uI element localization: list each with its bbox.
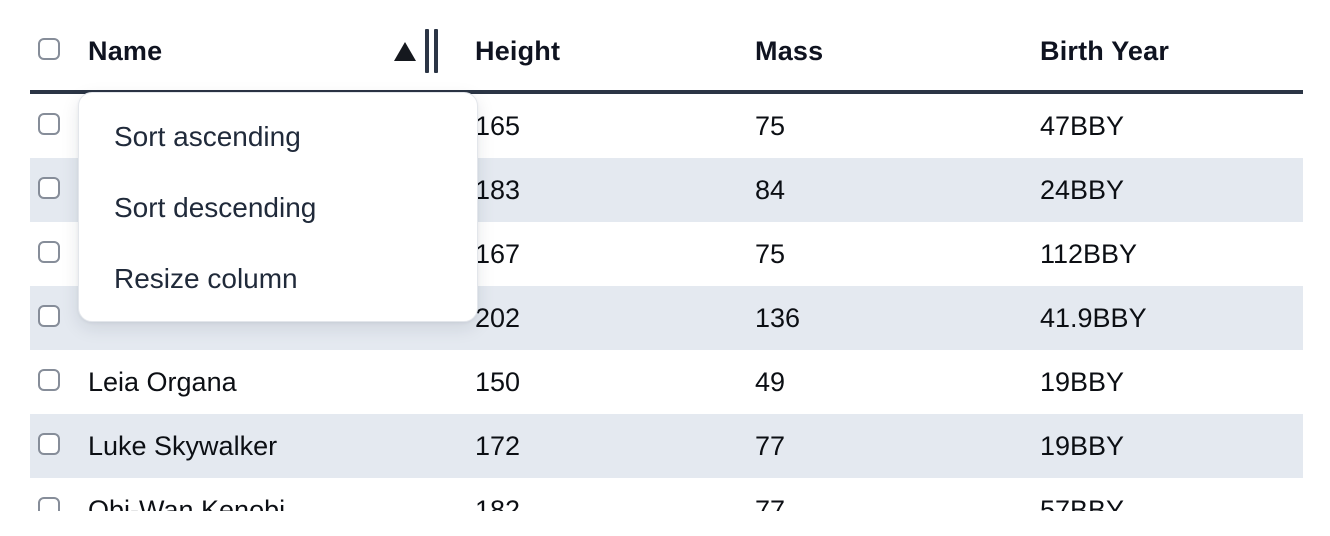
cell-mass: 77 bbox=[755, 494, 786, 512]
cell-name: Luke Skywalker bbox=[88, 430, 278, 461]
row-checkbox[interactable] bbox=[38, 304, 60, 327]
cell-birth-year: 19BBY bbox=[1040, 366, 1125, 397]
sort-ascending-icon bbox=[394, 41, 416, 61]
cell-name: Obi-Wan Kenobi bbox=[88, 494, 286, 512]
row-checkbox[interactable] bbox=[38, 496, 60, 511]
cell-height: 167 bbox=[475, 238, 521, 269]
column-header-name[interactable]: Name bbox=[88, 12, 475, 90]
column-header-birth-year[interactable]: Birth Year bbox=[1040, 35, 1170, 66]
resize-bar-icon bbox=[434, 29, 438, 73]
cell-birth-year: 112BBY bbox=[1040, 238, 1138, 269]
row-checkbox[interactable] bbox=[38, 112, 60, 135]
row-checkbox[interactable] bbox=[38, 432, 60, 455]
menu-item-resize-column[interactable]: Resize column bbox=[114, 262, 298, 294]
select-all-checkbox[interactable] bbox=[38, 37, 60, 60]
menu-item-sort-ascending[interactable]: Sort ascending bbox=[114, 120, 301, 152]
resize-bar-icon bbox=[425, 29, 429, 73]
cell-height: 172 bbox=[475, 430, 521, 461]
cell-height: 202 bbox=[475, 302, 521, 333]
cell-birth-year: 47BBY bbox=[1040, 110, 1125, 141]
cell-birth-year: 24BBY bbox=[1040, 174, 1125, 205]
table-row: 165 75 47BBY bbox=[30, 94, 1303, 158]
cell-mass: 75 bbox=[755, 110, 786, 141]
cell-height: 150 bbox=[475, 366, 521, 397]
cell-birth-year: 19BBY bbox=[1040, 430, 1125, 461]
cell-birth-year: 57BBY bbox=[1040, 494, 1125, 512]
row-checkbox[interactable] bbox=[38, 240, 60, 263]
cell-name: Leia Organa bbox=[88, 366, 237, 397]
cell-mass: 84 bbox=[755, 174, 786, 205]
cell-height: 183 bbox=[475, 174, 521, 205]
column-resize-handle[interactable] bbox=[425, 29, 438, 73]
cell-mass: 77 bbox=[755, 430, 786, 461]
select-all-cell bbox=[30, 37, 88, 65]
column-header-name-label: Name bbox=[88, 35, 163, 66]
cell-birth-year: 41.9BBY bbox=[1040, 302, 1147, 333]
cell-height: 165 bbox=[475, 110, 521, 141]
cell-height: 182 bbox=[475, 494, 521, 512]
table-row: 167 75 112BBY bbox=[30, 222, 1303, 286]
menu-item-sort-descending[interactable]: Sort descending bbox=[114, 191, 317, 223]
cell-mass: 49 bbox=[755, 366, 786, 397]
table-header-row: Name Height Mass Birth Year bbox=[30, 0, 1303, 94]
cell-mass: 136 bbox=[755, 302, 801, 333]
column-context-menu: Sort ascending Sort descending Resize co… bbox=[78, 92, 478, 322]
row-checkbox[interactable] bbox=[38, 176, 60, 199]
cell-mass: 75 bbox=[755, 238, 786, 269]
column-header-height[interactable]: Height bbox=[475, 35, 561, 66]
table-row: Luke Skywalker 172 77 19BBY bbox=[30, 414, 1303, 478]
table-row: Obi-Wan Kenobi 182 77 57BBY bbox=[30, 478, 1303, 511]
table-row: Leia Organa 150 49 19BBY bbox=[30, 350, 1303, 414]
row-checkbox[interactable] bbox=[38, 368, 60, 391]
column-header-mass[interactable]: Mass bbox=[755, 35, 824, 66]
